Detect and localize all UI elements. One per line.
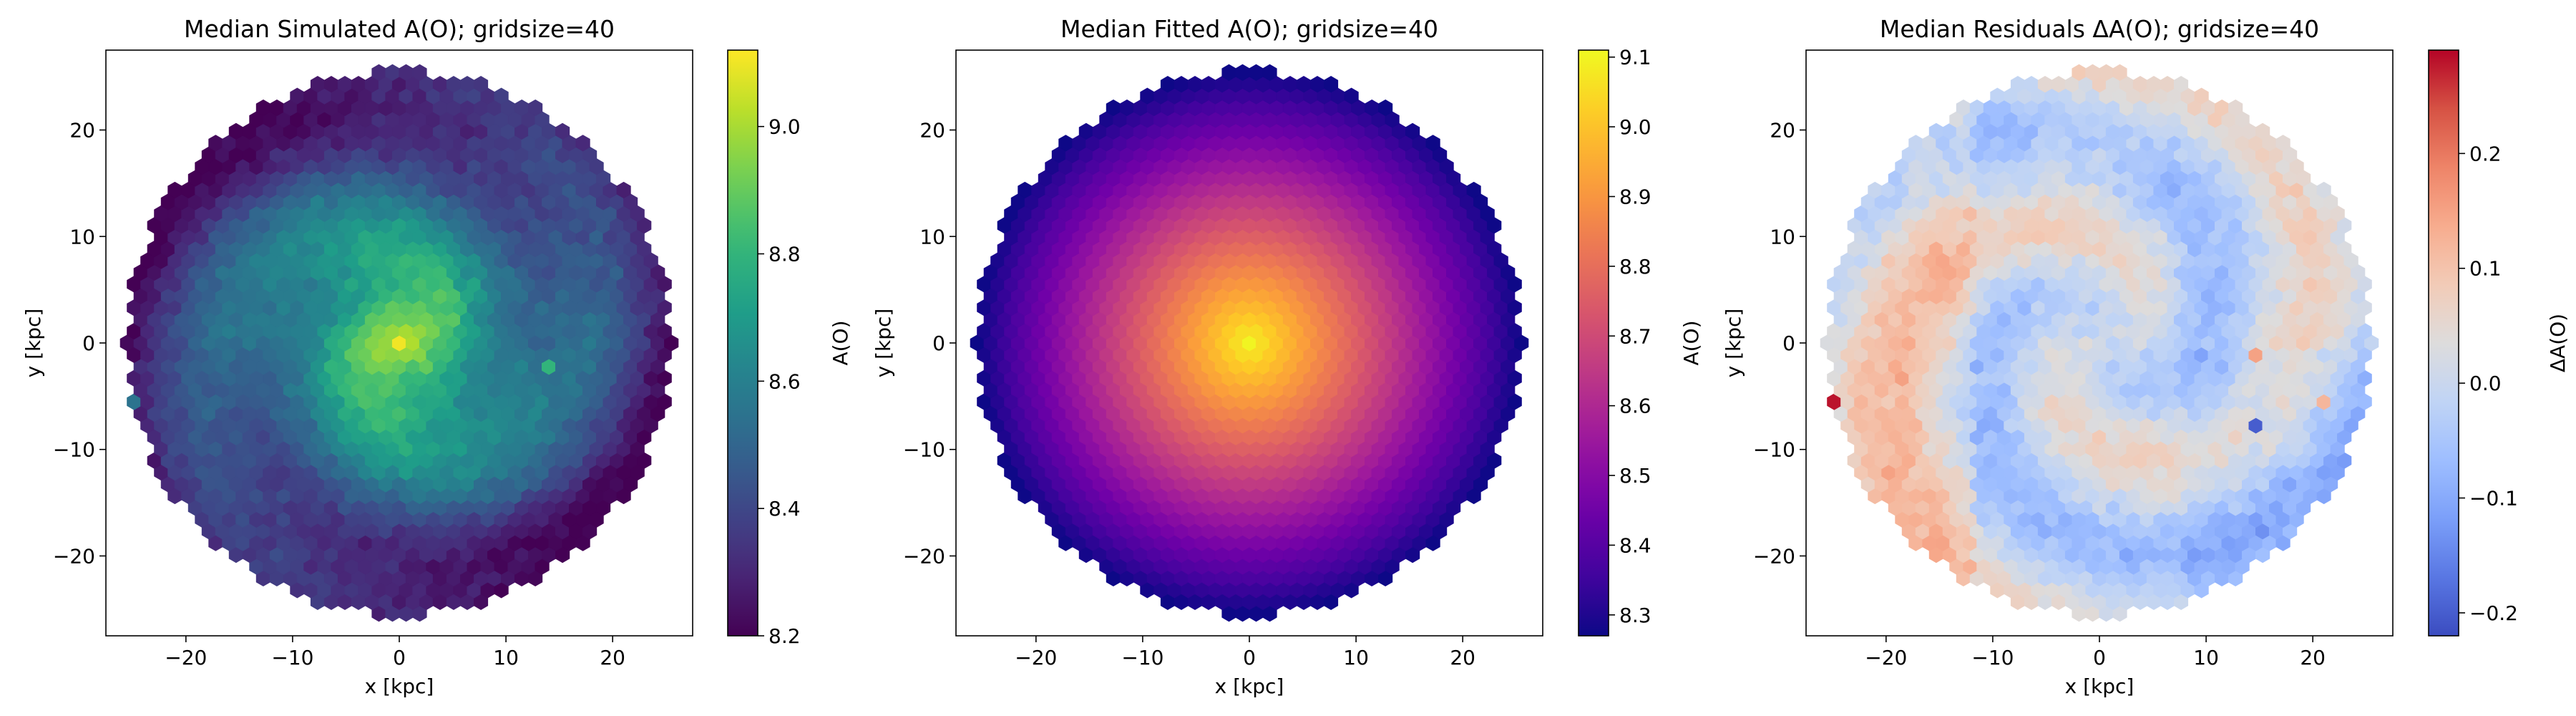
x-tick-label: −20 <box>1015 646 1057 669</box>
y-tick-label: 20 <box>919 119 945 142</box>
x-tick-label: −20 <box>165 646 207 669</box>
hex-bin <box>528 99 543 117</box>
y-tick-label: −10 <box>53 438 95 462</box>
y-tick-label: 0 <box>82 332 95 355</box>
y-tick-label: 10 <box>919 225 945 248</box>
y-axis-label: y [kpc] <box>1722 309 1745 378</box>
colorbar-tick-label: 9.1 <box>1619 46 1652 69</box>
colorbar-tick-label: 8.4 <box>769 497 801 521</box>
colorbar-label: A(O) <box>829 320 852 365</box>
colorbar <box>2428 49 2459 637</box>
colorbar-tick-label: 8.3 <box>1619 604 1652 627</box>
colorbar-tick-label: 0.0 <box>2469 372 2502 395</box>
y-tick-label: −20 <box>1753 544 1795 568</box>
x-tick-label: 10 <box>493 646 519 669</box>
panel-2: Median Fitted A(O); gridsize=40 −20 −10 0 10… <box>872 15 1703 698</box>
y-tick-label: 0 <box>1782 332 1795 355</box>
colorbar-tick-label: 8.2 <box>769 624 801 648</box>
x-axis-label: x [kpc] <box>1215 674 1284 698</box>
x-tick-label: −20 <box>1865 646 1907 669</box>
colorbar-tick-label: 0.1 <box>2469 257 2502 281</box>
hex-bin <box>575 135 590 152</box>
colorbar <box>727 49 758 637</box>
colorbar-tick-label: 8.6 <box>1619 395 1652 418</box>
x-axis-label: x [kpc] <box>365 674 434 698</box>
x-tick-label: 10 <box>2193 646 2219 669</box>
hex-bin <box>555 122 570 140</box>
colorbar-label: ΔA(O) <box>2546 314 2570 372</box>
colorbar-tick-label: 9.0 <box>769 115 801 139</box>
hex-bin <box>616 181 631 199</box>
y-tick-label: −10 <box>1753 438 1795 462</box>
colorbar-tick-label: 8.9 <box>1619 185 1652 209</box>
panel-1: Median Simulated A(O); gridsize=40 −20 −10… <box>21 15 852 698</box>
colorbar-tick-label: 8.7 <box>1619 324 1652 348</box>
hex-bin <box>494 87 509 105</box>
panel-3: Median Residuals ΔA(O); gridsize=40 −20 −1… <box>1722 15 2570 698</box>
colorbar-tick-label: 8.4 <box>1619 533 1652 557</box>
colorbar-tick-label: 8.5 <box>1619 464 1652 488</box>
x-tick-label: 0 <box>2093 646 2106 669</box>
y-tick-label: 20 <box>1770 119 1795 142</box>
chart-title: Median Simulated A(O); gridsize=40 <box>184 15 615 43</box>
hex-bin <box>412 64 427 81</box>
x-tick-label: −10 <box>1971 646 2014 669</box>
y-tick-label: −20 <box>53 544 95 568</box>
y-tick-label: 10 <box>69 225 95 248</box>
x-axis-label: x [kpc] <box>2065 674 2135 698</box>
colorbar-tick-label: −0.2 <box>2469 601 2518 625</box>
x-tick-label: 20 <box>1450 646 1475 669</box>
y-axis-label: y [kpc] <box>21 309 45 378</box>
colorbar-label: A(O) <box>1679 320 1703 365</box>
y-tick-label: 10 <box>1770 225 1795 248</box>
x-tick-label: 0 <box>393 646 406 669</box>
y-axis-label: y [kpc] <box>872 309 895 378</box>
colorbar <box>1578 49 1609 637</box>
y-tick-label: 0 <box>932 332 945 355</box>
y-tick-label: −20 <box>903 544 945 568</box>
x-tick-label: 20 <box>600 646 625 669</box>
hexbin-layer <box>970 64 1529 622</box>
hexbin-layer <box>1820 64 2379 622</box>
hex-bin <box>474 76 489 93</box>
x-tick-label: −10 <box>271 646 313 669</box>
y-tick-label: −10 <box>903 438 945 462</box>
y-tick-label: 20 <box>69 119 95 142</box>
colorbar-tick-label: −0.1 <box>2469 487 2518 511</box>
colorbar-tick-label: 8.8 <box>769 243 801 266</box>
colorbar-tick-label: 8.6 <box>769 369 801 393</box>
x-tick-label: 0 <box>1243 646 1256 669</box>
x-tick-label: 20 <box>2300 646 2326 669</box>
x-tick-label: 10 <box>1343 646 1369 669</box>
x-tick-label: −10 <box>1121 646 1163 669</box>
chart-title: Median Residuals ΔA(O); gridsize=40 <box>1880 15 2319 43</box>
colorbar-tick-label: 8.8 <box>1619 255 1652 279</box>
colorbar-tick-label: 9.0 <box>1619 115 1652 139</box>
colorbar-tick-label: 0.2 <box>2469 142 2502 165</box>
chart-title: Median Fitted A(O); gridsize=40 <box>1060 15 1438 43</box>
hexbin-layer <box>119 64 679 622</box>
